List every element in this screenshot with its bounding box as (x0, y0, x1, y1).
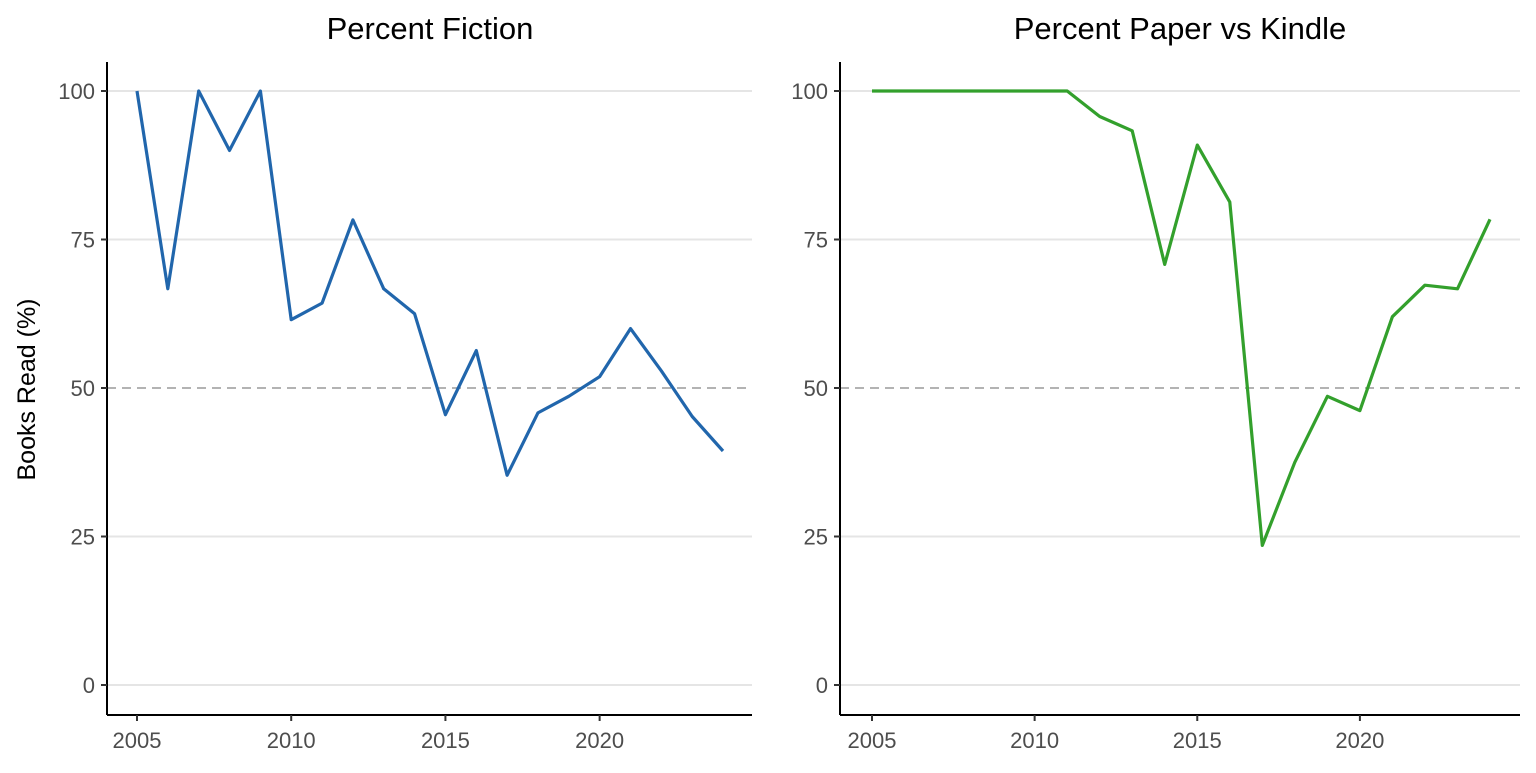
panel-2: 0 25 50 75 100 2005 2010 2015 2020 Percent Paper … (791, 11, 1520, 753)
y-axis-title: Books Read (%) (13, 298, 41, 480)
x-tick-label: 2010 (267, 728, 316, 753)
y-tick-label: 50 (804, 376, 828, 401)
x-tick-label: 2005 (848, 728, 897, 753)
y-tick-label: 100 (58, 79, 95, 104)
series-line (135, 89, 725, 477)
x-tick-label: 2015 (421, 728, 470, 753)
x-tick-label: 2020 (1335, 728, 1384, 753)
panel-title: Percent Paper vs Kindle (1014, 11, 1347, 46)
x-tick-label: 2015 (1173, 728, 1222, 753)
y-tick-label: 100 (791, 79, 828, 104)
x-tick-label: 2005 (113, 728, 162, 753)
x-tick-label: 2010 (1010, 728, 1059, 753)
y-tick-label: 0 (816, 673, 828, 698)
y-tick-label: 75 (804, 228, 828, 253)
y-tick-label: 25 (71, 525, 95, 550)
y-tick-label: 0 (83, 673, 95, 698)
y-tick-label: 25 (804, 525, 828, 550)
x-tick-label: 2020 (575, 728, 624, 753)
y-tick-label: 50 (71, 376, 95, 401)
series-line (872, 89, 1492, 548)
panel-1: 0 25 50 75 100 2005 2010 2015 2020 Percent Fictio… (13, 11, 752, 753)
y-tick-label: 75 (71, 228, 95, 253)
panel-title: Percent Fiction (327, 11, 534, 46)
